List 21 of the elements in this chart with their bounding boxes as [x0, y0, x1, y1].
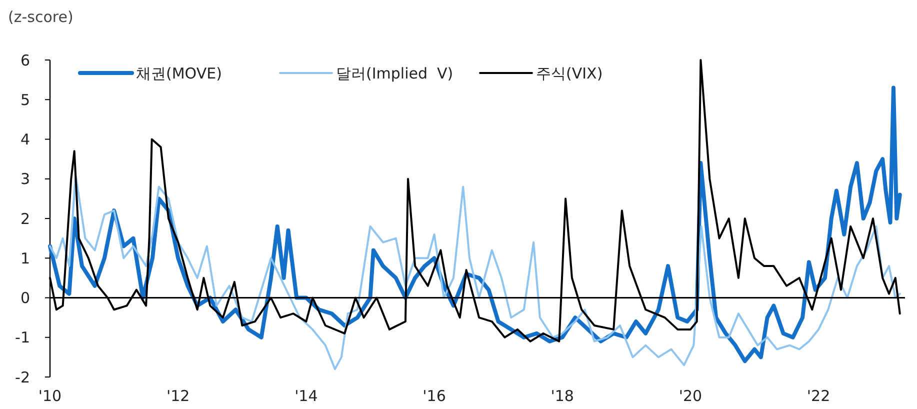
y-tick-label: -2 — [15, 368, 30, 386]
y-tick-label: 1 — [20, 249, 30, 268]
y-tick-label: 6 — [20, 51, 30, 70]
x-tick-label: '10 — [38, 387, 62, 405]
y-tick-label: -1 — [15, 328, 30, 347]
y-tick-label: 0 — [20, 289, 30, 307]
y-tick-label: 2 — [20, 210, 30, 228]
x-tick-label: '22 — [806, 387, 830, 405]
y-tick-label: 4 — [20, 130, 30, 148]
y-axis-title: (z-score) — [8, 8, 74, 26]
x-tick-label: '12 — [166, 387, 190, 405]
y-tick-label: 5 — [20, 90, 30, 109]
x-tick-label: '18 — [550, 387, 574, 405]
x-tick-label: '14 — [294, 387, 318, 405]
x-tick-label: '20 — [678, 387, 702, 405]
y-tick-label: 3 — [20, 170, 30, 188]
line-series — [49, 174, 901, 370]
legend-label: 채권(MOVE) — [136, 64, 222, 82]
legend-label: 달러(Implied V) — [336, 64, 454, 82]
x-tick-label: '16 — [422, 387, 446, 405]
legend-label: 주식(VIX) — [536, 64, 603, 82]
